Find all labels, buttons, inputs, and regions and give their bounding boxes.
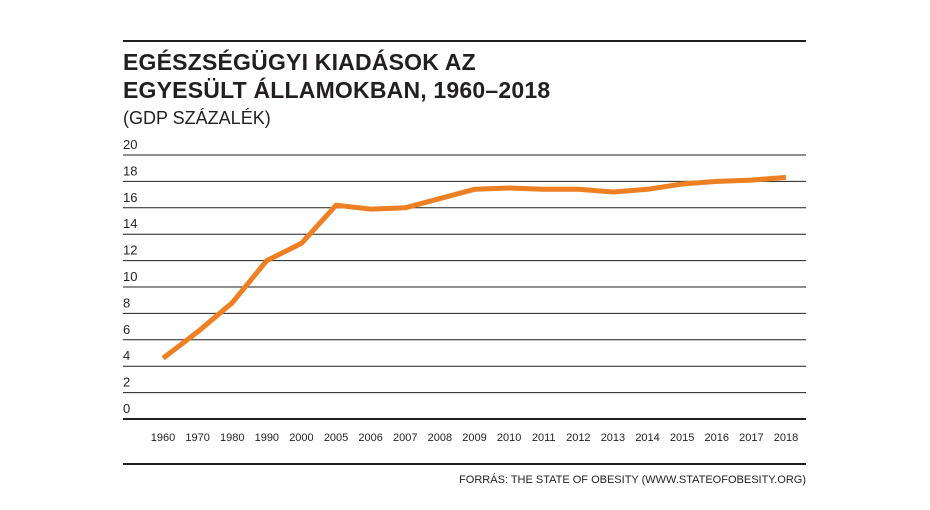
x-tick-label-2011: 2011 bbox=[532, 432, 556, 444]
x-tick-label-2014: 2014 bbox=[635, 432, 659, 444]
bottom-rule bbox=[123, 463, 806, 465]
x-tick-label-1980: 1980 bbox=[220, 432, 244, 444]
x-tick-label-1970: 1970 bbox=[185, 432, 209, 444]
x-tick-label-2018: 2018 bbox=[774, 432, 798, 444]
y-tick-label-18: 18 bbox=[123, 163, 137, 178]
x-tick-label-1990: 1990 bbox=[255, 432, 279, 444]
x-tick-label-2007: 2007 bbox=[393, 432, 417, 444]
y-tick-label-4: 4 bbox=[123, 348, 130, 363]
x-tick-label-2006: 2006 bbox=[358, 432, 382, 444]
source-note: FORRÁS: THE STATE OF OBESITY (WWW.STATEO… bbox=[459, 474, 806, 486]
y-tick-label-6: 6 bbox=[123, 322, 130, 337]
chart-title-line-2: EGYESÜLT ÁLLAMOKBAN, 1960–2018 bbox=[123, 77, 551, 103]
x-tick-label-2013: 2013 bbox=[601, 432, 625, 444]
series-line-0 bbox=[161, 174, 787, 361]
top-rule bbox=[123, 40, 806, 42]
y-tick-label-14: 14 bbox=[123, 216, 137, 231]
series-layer bbox=[161, 174, 787, 361]
y-tick-label-16: 16 bbox=[123, 190, 137, 205]
x-tick-label-2012: 2012 bbox=[566, 432, 590, 444]
chart-title-line-1: EGÉSZSÉGÜGYI KIADÁSOK AZ bbox=[123, 49, 476, 75]
y-tick-label-0: 0 bbox=[123, 401, 130, 416]
y-axis-tick-labels: 0 2 4 6 8 10 12 14 16 18 20 bbox=[123, 137, 137, 416]
chart-subtitle: (GDP SZÁZALÉK) bbox=[123, 108, 271, 128]
x-tick-label-2009: 2009 bbox=[462, 432, 486, 444]
x-tick-label-2016: 2016 bbox=[705, 432, 729, 444]
y-tick-label-20: 20 bbox=[123, 137, 137, 152]
y-tick-label-8: 8 bbox=[123, 295, 130, 310]
y-tick-label-12: 12 bbox=[123, 243, 137, 258]
chart-title: EGÉSZSÉGÜGYI KIADÁSOK AZ EGYESÜLT ÁLLAMO… bbox=[123, 48, 723, 104]
y-tick-label-2: 2 bbox=[123, 375, 130, 390]
x-tick-label-1960: 1960 bbox=[151, 432, 175, 444]
x-tick-label-2000: 2000 bbox=[289, 432, 313, 444]
x-tick-label-2008: 2008 bbox=[428, 432, 452, 444]
x-axis-tick-labels: 1960 1970 1980 1990 2000 2005 2006 2007 2008 2009… bbox=[151, 432, 798, 444]
grid-lines bbox=[123, 154, 806, 420]
x-tick-label-2015: 2015 bbox=[670, 432, 694, 444]
x-tick-label-2017: 2017 bbox=[739, 432, 763, 444]
y-tick-label-10: 10 bbox=[123, 269, 137, 284]
x-tick-label-2010: 2010 bbox=[497, 432, 521, 444]
x-tick-label-2005: 2005 bbox=[324, 432, 348, 444]
